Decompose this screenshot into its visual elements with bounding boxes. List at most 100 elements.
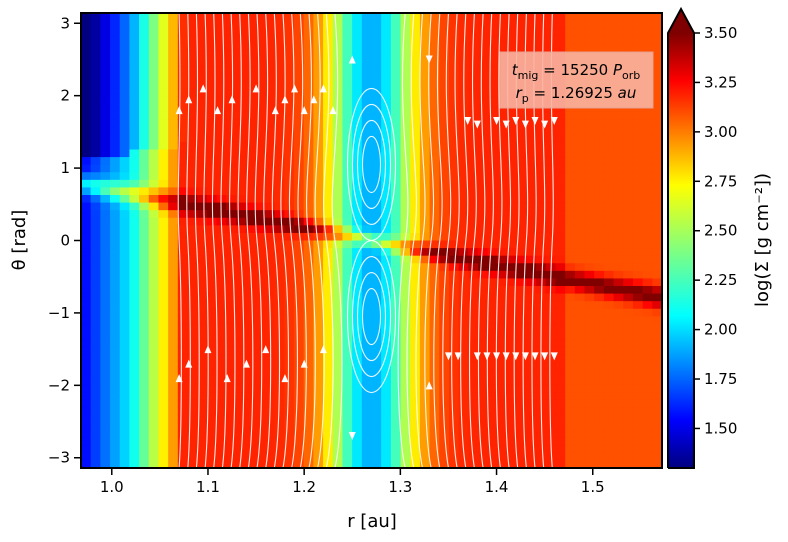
heatmap-cell xyxy=(81,263,92,272)
heatmap-cell xyxy=(206,293,218,302)
heatmap-cell xyxy=(381,73,392,82)
heatmap-cell xyxy=(361,414,373,424)
heatmap-cell xyxy=(284,88,295,98)
heatmap-cell xyxy=(603,202,615,211)
streamline xyxy=(194,13,200,468)
heatmap-cell xyxy=(100,316,111,325)
heatmap-cell xyxy=(555,263,566,272)
heatmap-cell xyxy=(516,301,528,310)
heatmap-cell xyxy=(603,460,615,468)
heatmap-cell xyxy=(294,43,305,52)
heatmap-cell xyxy=(255,164,266,173)
heatmap-cell xyxy=(439,445,450,454)
heatmap-cell xyxy=(642,301,653,310)
heatmap-cell xyxy=(468,263,479,272)
heatmap-cell xyxy=(100,407,111,416)
heatmap-cell xyxy=(323,73,334,82)
heatmap-cell xyxy=(352,232,363,242)
heatmap-cell xyxy=(342,96,353,105)
heatmap-cell xyxy=(110,430,121,439)
heatmap-cell xyxy=(303,111,314,120)
heatmap-cell xyxy=(652,377,662,386)
heatmap-cell xyxy=(284,157,295,166)
heatmap-cell xyxy=(429,331,440,340)
heatmap-cell xyxy=(371,43,382,52)
heatmap-cell xyxy=(245,225,256,234)
heatmap-cell xyxy=(206,172,218,181)
heatmap-cell xyxy=(381,202,392,211)
heatmap-cell xyxy=(235,414,247,424)
heatmap-cell xyxy=(371,377,382,386)
heatmap-cell xyxy=(119,179,131,189)
heatmap-cell xyxy=(429,195,440,204)
heatmap-cell xyxy=(90,293,101,302)
heatmap-cell xyxy=(361,35,373,44)
heatmap-cell xyxy=(342,255,353,264)
heatmap-cell xyxy=(158,414,169,424)
streamline xyxy=(468,13,477,468)
heatmap-cell xyxy=(187,339,198,348)
heatmap-cell xyxy=(574,437,586,446)
heatmap-cell xyxy=(371,73,382,82)
heatmap-cell xyxy=(206,346,218,355)
heatmap-cell xyxy=(652,81,662,90)
heatmap-cell xyxy=(516,210,528,219)
heatmap-cell xyxy=(148,119,160,128)
heatmap-cell xyxy=(458,361,469,371)
heatmap-cell xyxy=(458,331,469,340)
heatmap-cell xyxy=(652,58,662,67)
heatmap-cell xyxy=(594,422,605,431)
heatmap-cell xyxy=(458,392,469,401)
heatmap-cell xyxy=(303,134,314,143)
heatmap-cell xyxy=(429,50,440,60)
heatmap-cell xyxy=(177,88,189,98)
heatmap-cell xyxy=(139,248,150,257)
heatmap-cell xyxy=(419,225,431,234)
heatmap-cell xyxy=(555,354,566,363)
heatmap-cell xyxy=(323,126,334,135)
heatmap-cell xyxy=(216,437,227,446)
heatmap-cell xyxy=(323,339,334,348)
heatmap-cell xyxy=(400,43,411,52)
heatmap-cell xyxy=(342,240,353,249)
heatmap-cell xyxy=(245,232,256,242)
heatmap-cell xyxy=(565,422,576,431)
heatmap-cell xyxy=(264,179,276,189)
heatmap-cell xyxy=(584,157,595,166)
heatmap-cell xyxy=(158,202,169,211)
heatmap-cell xyxy=(90,399,101,408)
heatmap-cell xyxy=(303,50,314,60)
heatmap-cell xyxy=(652,164,662,173)
streamline-arrow xyxy=(531,352,539,361)
heatmap-cell xyxy=(545,172,557,181)
heatmap-cell xyxy=(448,35,460,44)
heatmap-cell xyxy=(429,225,440,234)
heatmap-cell xyxy=(429,20,440,29)
heatmap-cell xyxy=(313,66,324,75)
heatmap-cell xyxy=(206,96,218,105)
heatmap-cell xyxy=(632,240,644,249)
heatmap-cell xyxy=(177,58,189,67)
heatmap-cell xyxy=(158,263,169,272)
heatmap-cell xyxy=(390,96,402,105)
heatmap-cell xyxy=(197,73,208,82)
heatmap-cell xyxy=(613,28,624,37)
heatmap-cell xyxy=(642,232,653,242)
heatmap-cell xyxy=(555,377,566,386)
heatmap-cell xyxy=(526,164,537,173)
heatmap-cell xyxy=(594,35,605,44)
heatmap-cell xyxy=(274,255,285,264)
heatmap-cell xyxy=(497,141,508,151)
heatmap-cell xyxy=(507,187,518,196)
heatmap-cell xyxy=(623,179,634,189)
heatmap-cell xyxy=(613,126,624,135)
heatmap-cell xyxy=(129,316,140,325)
heatmap-cell xyxy=(584,414,595,424)
heatmap-cell xyxy=(148,384,160,393)
heatmap-cell xyxy=(332,217,344,226)
heatmap-cell xyxy=(487,460,498,468)
heatmap-cell xyxy=(516,331,528,340)
heatmap-cell xyxy=(507,278,518,287)
heatmap-cell xyxy=(574,126,586,135)
heatmap-cell xyxy=(352,301,363,310)
